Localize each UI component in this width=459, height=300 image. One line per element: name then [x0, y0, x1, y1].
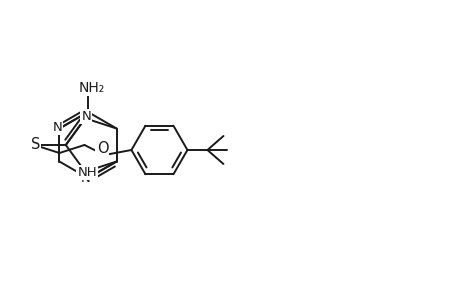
Text: NH₂: NH₂ — [78, 81, 105, 95]
Text: N: N — [52, 121, 62, 134]
Text: N: N — [81, 110, 91, 123]
Text: N: N — [81, 172, 91, 185]
Text: NH: NH — [77, 166, 97, 179]
Text: O: O — [96, 140, 108, 155]
Text: S: S — [31, 136, 40, 152]
